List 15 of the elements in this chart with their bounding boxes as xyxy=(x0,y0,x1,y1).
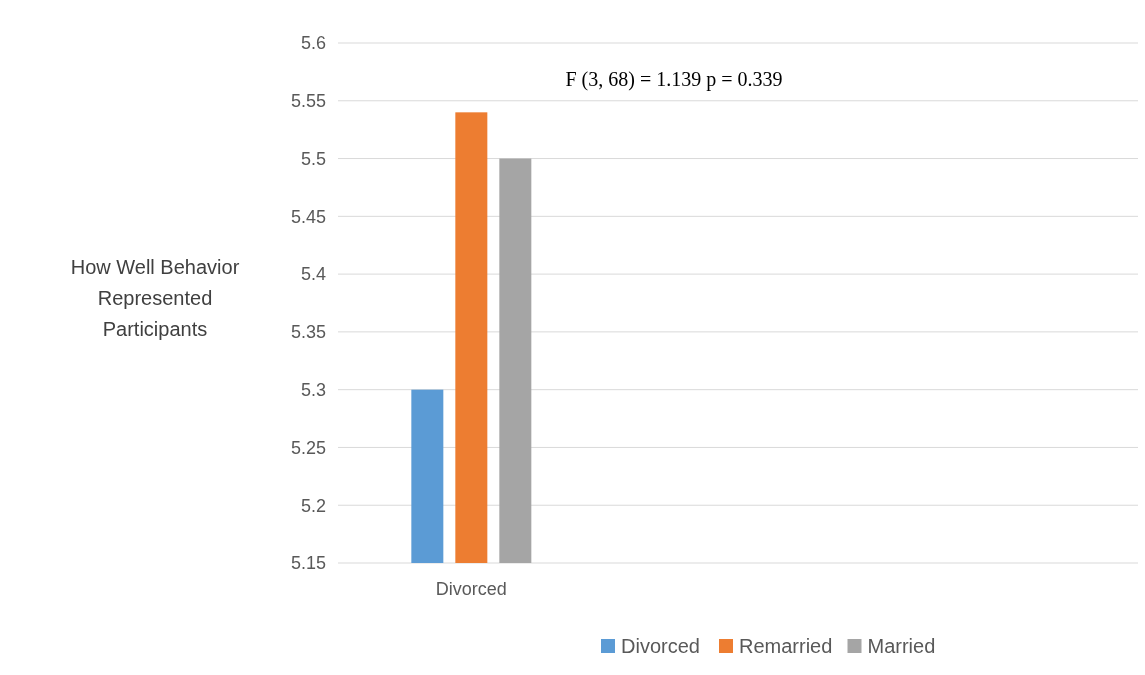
legend-label: Married xyxy=(867,635,936,657)
annotation: F (3, 68) = 1.139 p = 0.339 xyxy=(565,68,783,91)
y-tick-label: 5.4 xyxy=(300,264,326,285)
y-tick-label: 5.35 xyxy=(290,322,326,343)
legend-label: Remarried xyxy=(739,635,833,657)
y-tick-label: 5.45 xyxy=(290,206,326,227)
y-tick-label: 5.3 xyxy=(300,379,326,400)
y-tick-label: 5.6 xyxy=(300,33,326,54)
y-tick-label: 5.5 xyxy=(300,148,326,169)
y-tick-label: 5.15 xyxy=(290,553,326,574)
y-axis-title: How Well Behavior Represented Participants xyxy=(70,256,240,340)
y-tick-label: 5.25 xyxy=(290,437,326,458)
y-tick-label: 5.2 xyxy=(300,495,326,516)
y-tick-label: 5.55 xyxy=(290,91,326,112)
legend-label: Divorced xyxy=(621,635,700,657)
